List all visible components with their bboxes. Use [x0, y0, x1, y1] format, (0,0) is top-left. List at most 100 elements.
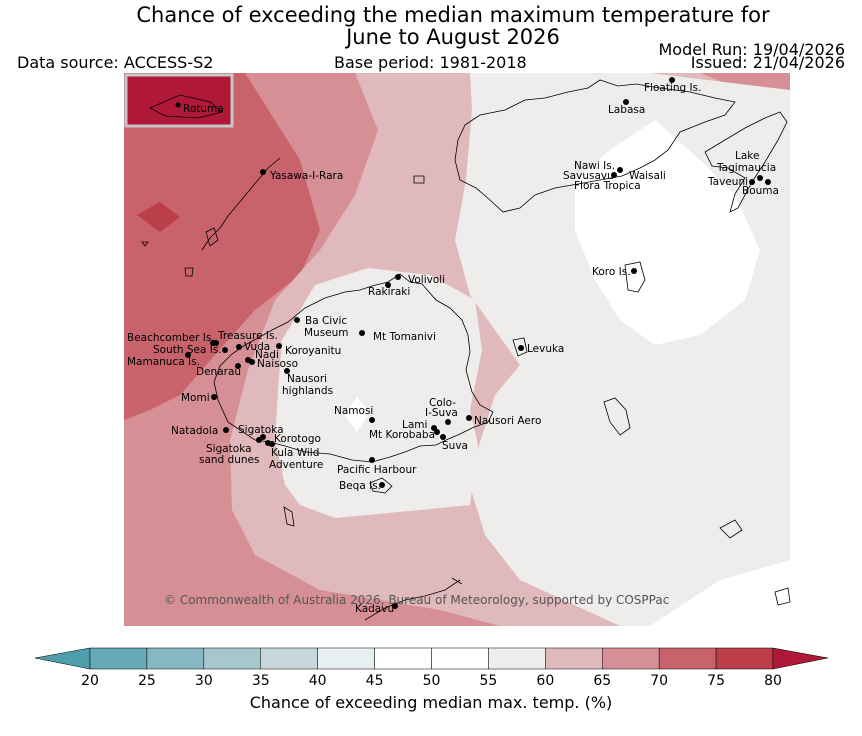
- colorbar-title: Chance of exceeding median max. temp. (%…: [250, 693, 613, 712]
- colorbar-cell: [260, 647, 318, 670]
- label-pacific-harbour: Pacific Harbour: [337, 464, 417, 476]
- band-75-patch: [137, 202, 180, 232]
- colorbar-tick-label: 55: [480, 673, 498, 689]
- kadavu-coast: [364, 577, 463, 621]
- colorbar-tick-label: 45: [366, 673, 384, 689]
- colorbar-tick-label: 70: [650, 673, 668, 689]
- label-koroyanitu: Koroyanitu: [285, 345, 341, 357]
- levuka-marker: [518, 345, 524, 351]
- label-levuka: Levuka: [527, 343, 564, 355]
- colorbar-tick-label: 20: [81, 673, 99, 689]
- beqa-is-marker: [379, 482, 385, 488]
- yasawa-i-rara-marker: [260, 169, 266, 175]
- nausori-highlands-marker: [284, 368, 290, 374]
- savusavu-marker: [611, 172, 617, 178]
- label-taveuni: Taveuni: [707, 176, 748, 188]
- kula-wild-adventure-marker: [269, 441, 275, 447]
- colorbar-tick-label: 25: [138, 673, 156, 689]
- pacific-harbour-marker: [369, 457, 375, 463]
- label-mamanuca-is: Mamanuca Is.: [127, 356, 200, 368]
- label-beqa-is: Beqa Is.: [339, 480, 381, 492]
- islet-east-1: [719, 519, 743, 539]
- label-mt-korobaba: Mt Korobaba: [369, 429, 435, 441]
- label-flora-tropica: Flora Tropica: [574, 180, 641, 192]
- islet-nw: [413, 175, 425, 184]
- colorbar-over-arrow: [772, 647, 829, 670]
- place-labels: Floating Is. Labasa Nawi Is. Savusavu Wa…: [127, 82, 779, 615]
- label-denarau: Denarau: [196, 366, 241, 378]
- label-momi: Momi: [181, 392, 210, 404]
- label-nawi-is: Nawi Is.: [574, 160, 615, 172]
- label-sand-dunes: sand dunes: [199, 454, 259, 466]
- label-labasa: Labasa: [608, 104, 645, 116]
- kadavu-marker: [392, 603, 398, 609]
- label-bouma: Bouma: [742, 185, 779, 197]
- place-markers: [185, 77, 771, 609]
- band-50-southeast: [650, 560, 790, 626]
- label-volivoli: Volivoli: [408, 274, 445, 286]
- natadola-marker: [223, 427, 229, 433]
- rotuma-coast: [149, 94, 223, 119]
- label-i-suva: I-Suva: [425, 407, 458, 419]
- nawi-is-marker: [617, 167, 623, 173]
- islet-south: [283, 506, 295, 527]
- colorbar-cell: [488, 647, 546, 670]
- label-naisoso: Naisoso: [257, 358, 298, 370]
- issued-label: Issued: 21/04/2026: [690, 53, 845, 72]
- rakiraki-marker: [385, 282, 391, 288]
- label-sigatoka-2: Sigatoka: [206, 443, 252, 455]
- probability-shading: [124, 73, 790, 626]
- label-lami: Lami: [402, 419, 427, 431]
- colorbar-cell: [374, 647, 432, 670]
- label-highlands: highlands: [282, 385, 333, 397]
- taveuni-coast: [704, 111, 788, 213]
- colorbar-cell: [545, 647, 603, 670]
- islet-east-2: [774, 587, 791, 606]
- gau-coast: [603, 397, 631, 436]
- label-vuda: Vuda: [244, 341, 270, 353]
- label-beachcomber-is: Beachcomber Is.: [127, 332, 215, 344]
- band-70-west: [124, 73, 320, 420]
- copyright-notice: © Commonwealth of Australia 2026, Bureau…: [164, 593, 669, 607]
- colorbar-tick-label: 60: [536, 673, 554, 689]
- colorbar-ticks: 20 25 30 35 40 45 50 55 60 65 70 75 80: [81, 673, 782, 689]
- colorbar-cell: [89, 647, 148, 670]
- label-kadavu: Kadavu: [355, 603, 394, 615]
- suva-marker: [440, 434, 446, 440]
- colo-i-suva-marker: [445, 419, 451, 425]
- taveuni-marker: [749, 179, 755, 185]
- colorbar-cell: [431, 647, 489, 670]
- band-50-namosi: [344, 397, 370, 432]
- rotuma-label: Rotuma: [183, 103, 224, 115]
- mamanuca-is-marker: [185, 352, 191, 358]
- koro-is-marker: [631, 268, 637, 274]
- mt-korobaba-marker: [434, 429, 440, 435]
- label-korotogo: Korotogo: [274, 433, 321, 445]
- label-treasure-is: Treasure Is.: [217, 330, 278, 342]
- bouma-marker: [765, 179, 771, 185]
- label-yasawa-i-rara: Yasawa-I-Rara: [269, 170, 343, 182]
- model-run-label: Model Run: 19/04/2026: [658, 40, 846, 59]
- colorbar-cell: [715, 647, 774, 670]
- treasure-is-marker: [213, 340, 219, 346]
- band-55-interior: [275, 268, 482, 518]
- colorbar-under-arrow: [34, 647, 91, 670]
- map-title-line1: Chance of exceeding the median maximum t…: [136, 3, 770, 27]
- denarau-marker: [235, 363, 241, 369]
- colorbar-cell: [146, 647, 205, 670]
- label-tagimaucia: Tagimaucia: [716, 162, 776, 174]
- sigatoka-sand-dunes-marker: [256, 437, 262, 443]
- colorbar-tick-label: 30: [195, 673, 213, 689]
- label-savusavu: Savusavu: [563, 170, 614, 182]
- floating-is-marker: [669, 77, 675, 83]
- colorbar: 20 25 30 35 40 45 50 55 60 65 70 75 80 Chance of exc…: [34, 647, 829, 712]
- colorbar-cell: [203, 647, 261, 670]
- label-waisali: Waisali: [629, 170, 666, 182]
- rotuma-inset: Rotuma: [124, 73, 234, 128]
- colorbar-tick-label: 80: [764, 673, 782, 689]
- volivoli-marker: [395, 274, 401, 280]
- viti-levu-coast: [213, 273, 494, 463]
- naisoso-marker: [249, 359, 255, 365]
- colorbar-cell: [602, 647, 660, 670]
